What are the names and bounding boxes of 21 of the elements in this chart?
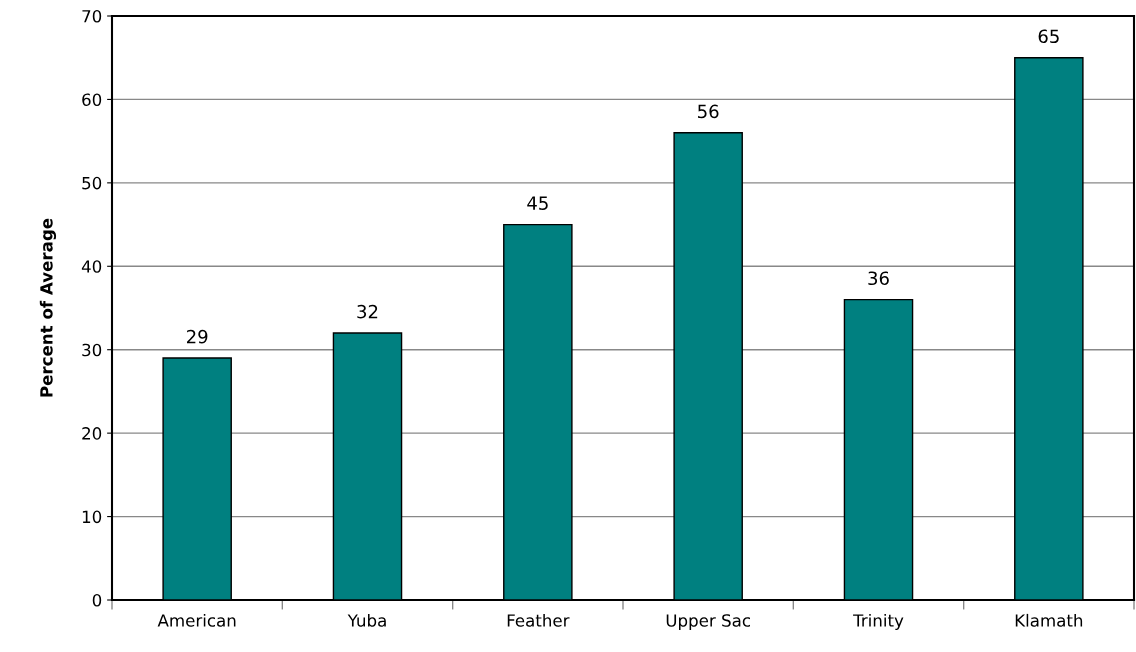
data-label: 29 — [187, 329, 208, 344]
y-tick-label: 40 — [81, 260, 102, 273]
data-label: 45 — [527, 196, 548, 210]
y-tick-label: 30 — [82, 343, 102, 357]
x-tick-label: Yuba — [347, 613, 386, 627]
x-tick-label: American — [157, 613, 236, 627]
x-tick-label: Upper Sac — [666, 614, 750, 631]
y-tick-label: 60 — [82, 93, 102, 106]
x-tick-label: Trinity — [853, 613, 904, 631]
x-tick-label: Feather — [507, 613, 570, 627]
y-tick-label: 70 — [82, 9, 102, 23]
y-tick-label: 10 — [82, 510, 102, 524]
y-tick-label: 20 — [82, 427, 102, 440]
data-label: 32 — [357, 304, 378, 319]
data-label: 36 — [868, 271, 889, 286]
data-label: 65 — [1038, 29, 1059, 44]
y-tick-label: 0 — [92, 593, 102, 607]
x-tick-label: Klamath — [1015, 613, 1083, 627]
data-label: 56 — [698, 104, 719, 119]
y-tick-label: 50 — [82, 176, 102, 190]
y-axis-title: Percent of Average — [39, 218, 57, 397]
